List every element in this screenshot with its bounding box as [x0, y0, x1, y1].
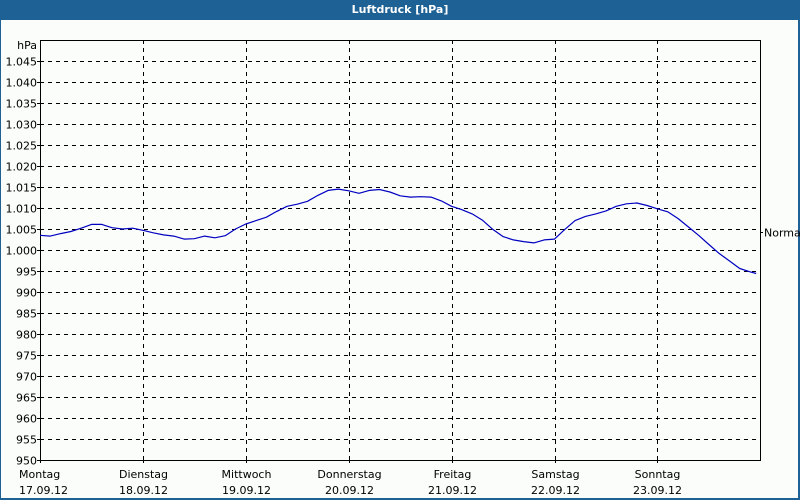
y-tick-label: 965 [16, 392, 37, 405]
normal-label: Normal [764, 227, 800, 240]
x-date-label: 22.09.12 [531, 484, 580, 497]
x-day-label: Montag [19, 468, 60, 481]
plot-frame [40, 40, 761, 461]
x-day-label: Dienstag [119, 468, 168, 481]
y-tick-label: 1.010 [6, 203, 38, 216]
x-date-label: 23.09.12 [633, 484, 682, 497]
y-tick-label: 950 [16, 455, 37, 468]
x-day-label: Donnerstag [317, 468, 381, 481]
x-date-label: 20.09.12 [325, 484, 374, 497]
y-tick-label: 1.025 [6, 140, 38, 153]
pressure-line [39, 188, 757, 275]
x-date-label: 17.09.12 [19, 484, 68, 497]
x-day-label: Freitag [434, 468, 472, 481]
y-tick-label: 1.000 [6, 245, 38, 258]
y-tick-label: 1.020 [6, 161, 38, 174]
y-tick-label: 1.040 [6, 77, 38, 90]
y-tick-label: 1.015 [6, 182, 38, 195]
x-date-label: 19.09.12 [222, 484, 271, 497]
y-tick-label: 1.035 [6, 98, 38, 111]
x-day-label: Mittwoch [222, 468, 272, 481]
y-tick-label: 995 [16, 266, 37, 279]
y-axis-unit: hPa [17, 39, 37, 52]
x-date-label: 21.09.12 [428, 484, 477, 497]
y-tick-label: 960 [16, 413, 37, 426]
y-tick-label: 1.045 [6, 56, 38, 69]
y-tick-label: 980 [16, 329, 37, 342]
y-tick-label: 970 [16, 371, 37, 384]
x-day-label: Samstag [531, 468, 579, 481]
y-tick-label: 975 [16, 350, 37, 363]
y-tick-label: 1.030 [6, 119, 38, 132]
x-day-label: Sonntag [635, 468, 681, 481]
y-tick-label: 955 [16, 434, 37, 447]
y-tick-label: 990 [16, 287, 37, 300]
x-date-label: 18.09.12 [119, 484, 168, 497]
y-tick-label: 1.005 [6, 224, 38, 237]
y-tick-label: 985 [16, 308, 37, 321]
chart-title: Luftdruck [hPa] [351, 3, 449, 16]
